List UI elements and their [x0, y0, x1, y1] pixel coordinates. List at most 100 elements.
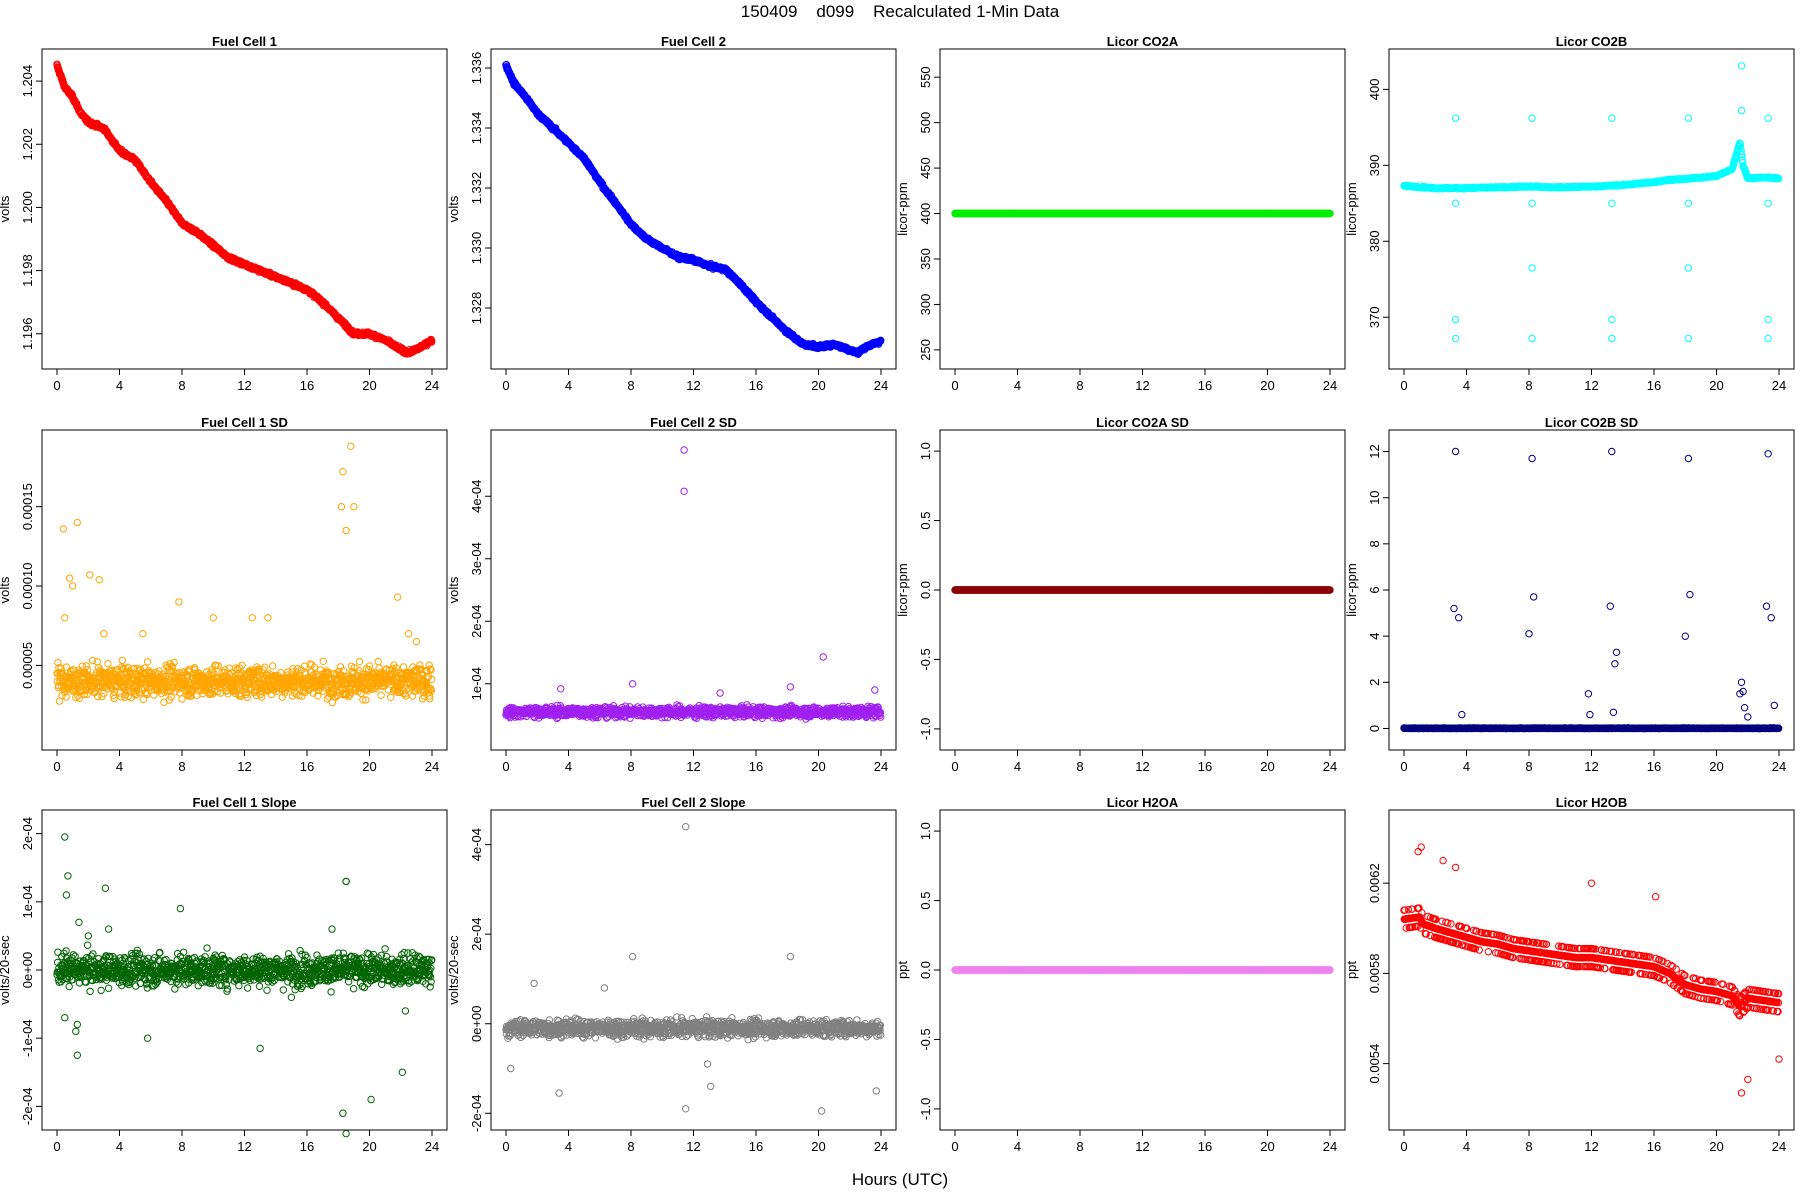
data-point: [1451, 315, 1460, 324]
y-tick-label: 350: [918, 248, 933, 270]
panel-title: Fuel Cell 1: [212, 34, 277, 49]
x-tick-label: 0: [502, 378, 509, 393]
data-point: [1684, 334, 1693, 343]
x-tick-label: 20: [1709, 378, 1723, 393]
y-tick-label: 1.200: [20, 191, 35, 224]
data-point: [1528, 114, 1536, 122]
x-tick-label: 16: [749, 378, 763, 393]
y-tick-label: 1.204: [20, 65, 35, 98]
y-tick-label: 250: [918, 339, 933, 361]
x-tick-label: 16: [300, 759, 314, 774]
y-axis-label: licor-ppm: [895, 182, 910, 235]
y-tick-label: 380: [1367, 230, 1382, 252]
x-tick-label: 0: [1400, 378, 1407, 393]
x-tick-label: 8: [178, 759, 185, 774]
data-point: [104, 659, 112, 668]
y-tick-label: 300: [918, 294, 933, 316]
plot-frame: [41, 48, 448, 370]
panel-title: Fuel Cell 1 SD: [201, 415, 288, 430]
y-tick-label: 390: [1367, 154, 1382, 176]
y-tick-label: 1.330: [469, 232, 484, 265]
plot-frame: [1388, 48, 1795, 370]
data-point: [1684, 114, 1693, 122]
x-tick-label: 24: [1772, 378, 1786, 393]
figure-title: 150409 d099 Recalculated 1-Min Data: [740, 2, 1060, 21]
data-point: [1764, 114, 1772, 122]
panel-title: Licor CO2B: [1556, 34, 1628, 49]
data-point: [1451, 199, 1460, 208]
data-point: [1608, 199, 1616, 208]
data-point: [143, 658, 152, 666]
x-tick-label: 20: [362, 378, 376, 393]
y-tick-label: 1.328: [469, 292, 484, 325]
x-tick-label: 8: [1525, 378, 1532, 393]
data-point: [1764, 334, 1772, 343]
x-tick-label: 0: [951, 378, 958, 393]
y-tick-label: 1.332: [469, 172, 484, 205]
x-tick-label: 4: [1014, 378, 1021, 393]
data-point: [1451, 334, 1460, 343]
data-point: [1684, 264, 1693, 272]
x-tick-label: 12: [237, 378, 251, 393]
x-tick-label: 24: [425, 759, 439, 774]
x-tick-label: 16: [1647, 378, 1661, 393]
y-tick-label: 0.00010: [20, 563, 35, 610]
data-point: [1737, 62, 1746, 70]
x-tick-label: 4: [565, 378, 572, 393]
data-point: [118, 656, 127, 665]
x-tick-label: 24: [874, 378, 888, 393]
y-axis-label: licor-ppm: [1344, 182, 1359, 235]
x-tick-label: 4: [1463, 378, 1470, 393]
y-axis-label: volts: [0, 195, 12, 222]
data-points: [951, 209, 1334, 218]
data-point: [1737, 106, 1746, 115]
y-tick-label: 1.202: [20, 128, 35, 161]
panel-title: Fuel Cell 2: [661, 34, 726, 49]
chart-panel: Licor CO2A licor-ppm 0 4 8 12 16 20 24 250 300 350 4…: [895, 34, 1346, 393]
x-tick-label: 16: [1198, 378, 1212, 393]
y-tick-label: 1.334: [469, 112, 484, 145]
data-points: [53, 60, 436, 358]
x-tick-label: 8: [627, 378, 634, 393]
data-point: [1764, 199, 1772, 208]
chart-panel: Fuel Cell 1 volts 0 4 8 12 16 20 24 1.196 1.198 1.2…: [0, 34, 448, 393]
data-point: [1528, 264, 1536, 272]
y-tick-label: 1.196: [20, 317, 35, 350]
data-points: [502, 60, 885, 358]
x-tick-label: 12: [1584, 378, 1598, 393]
x-tick-label: 16: [300, 378, 314, 393]
data-point: [1608, 315, 1616, 324]
y-tick-label: 450: [918, 157, 933, 179]
x-tick-label: 12: [237, 759, 251, 774]
x-tick-label: 8: [1076, 378, 1083, 393]
panel-title: Licor CO2A: [1107, 34, 1179, 49]
y-tick-label: 370: [1367, 306, 1382, 328]
x-tick-label: 20: [1260, 378, 1274, 393]
x-tick-label: 24: [425, 378, 439, 393]
data-point: [1528, 334, 1536, 343]
x-tick-label: 24: [1323, 378, 1337, 393]
chart-panel: Licor CO2B licor-ppm 0 4 8 12 16 20 24 370 380 390 4…: [1344, 34, 1795, 393]
x-tick-label: 12: [1135, 378, 1149, 393]
y-tick-label: 400: [1367, 79, 1382, 101]
data-point: [1608, 334, 1616, 343]
data-point: [1764, 315, 1772, 324]
x-tick-label: 0: [53, 759, 60, 774]
data-point: [72, 99, 81, 108]
y-tick-label: 550: [918, 66, 933, 88]
x-tick-label: 12: [686, 378, 700, 393]
x-tick-label: 8: [178, 378, 185, 393]
plot-frame: [939, 48, 1346, 370]
y-axis-label: volts: [446, 195, 461, 222]
x-tick-label: 4: [116, 378, 123, 393]
x-tick-label: 20: [362, 759, 376, 774]
x-tick-label: 0: [53, 378, 60, 393]
data-point: [1608, 114, 1616, 122]
y-tick-label: 1.198: [20, 254, 35, 287]
y-axis-label: volts: [0, 576, 12, 603]
data-point: [1684, 199, 1693, 208]
y-tick-label: 0.00005: [20, 642, 35, 689]
